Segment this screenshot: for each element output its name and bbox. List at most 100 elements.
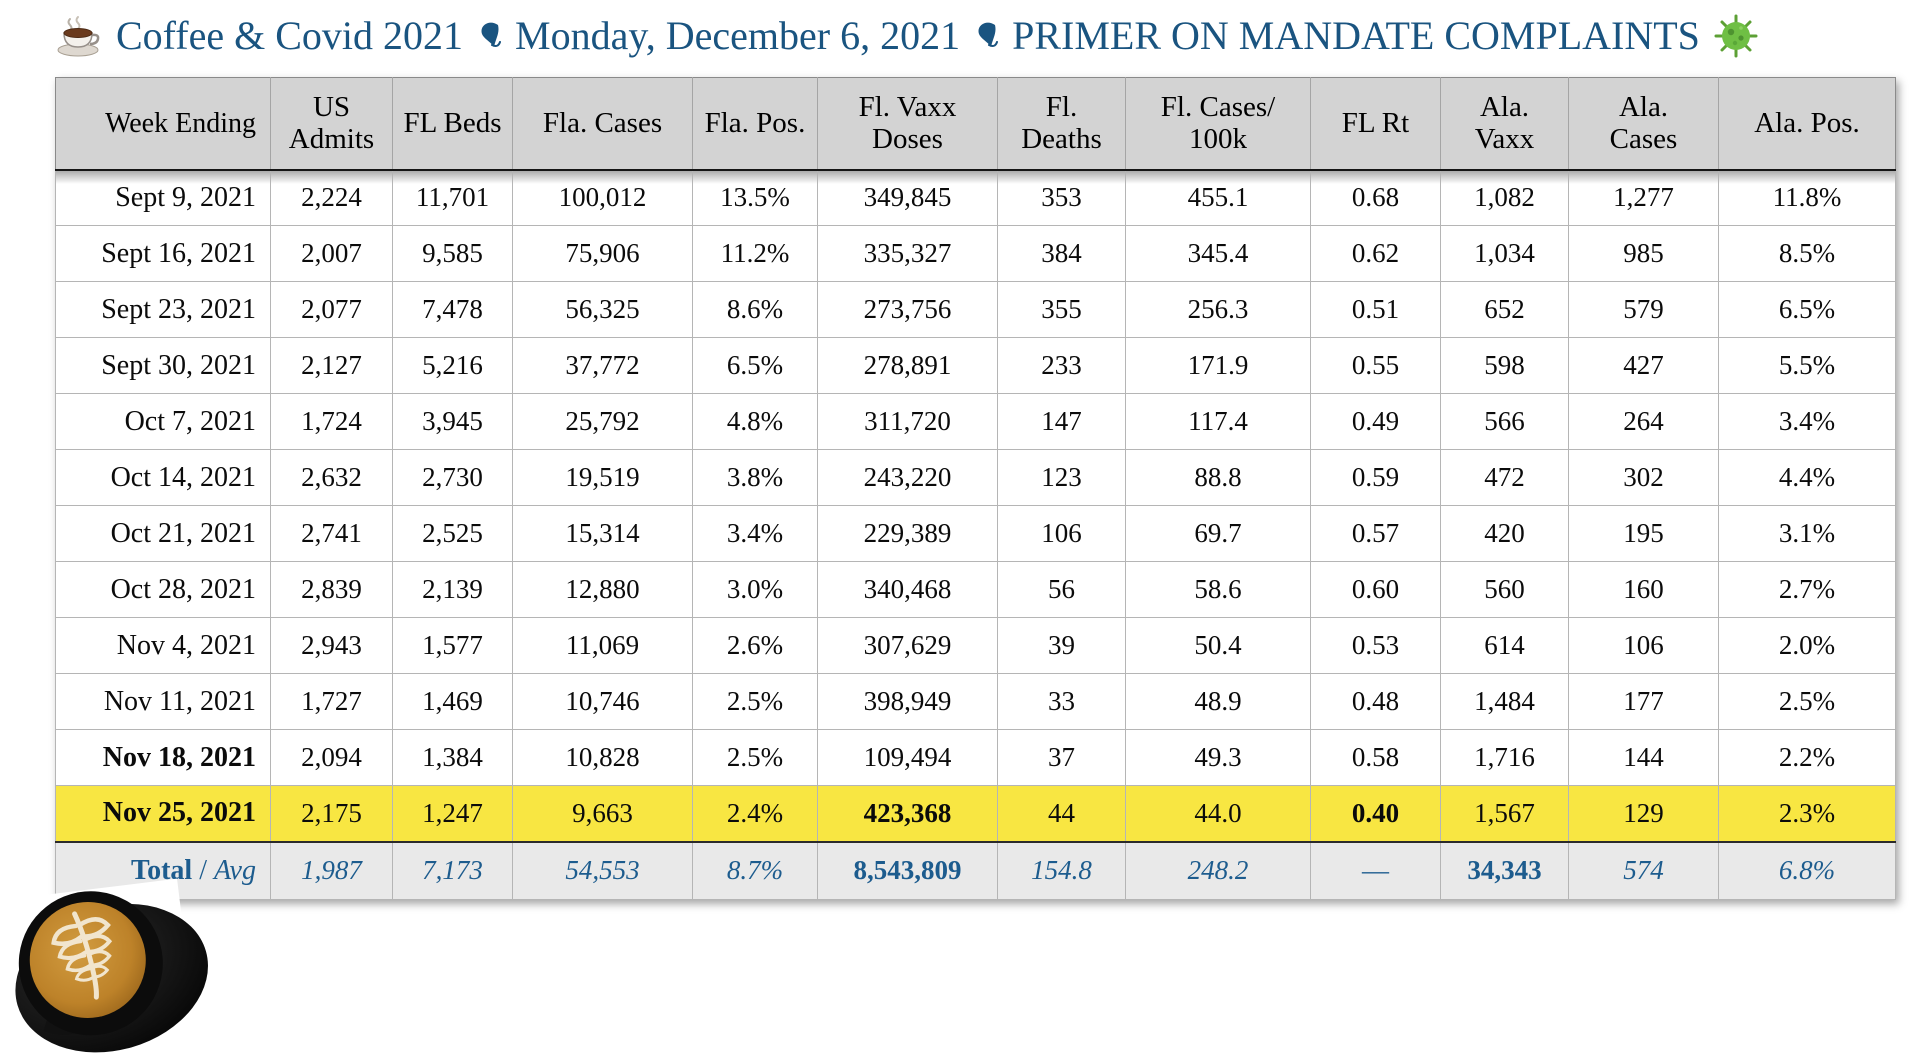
data-cell: 985 <box>1568 225 1719 282</box>
data-cell: 129 <box>1568 785 1719 842</box>
data-cell: 256.3 <box>1125 281 1311 338</box>
data-cell: 273,756 <box>817 281 998 338</box>
data-cell: 335,327 <box>817 225 998 282</box>
data-cell: 100,012 <box>512 169 693 226</box>
data-cell: 1,277 <box>1568 169 1719 226</box>
column-header: Fla. Pos. <box>692 77 818 171</box>
page-title: Coffee & Covid 2021 Monday, December 6, … <box>56 12 1920 59</box>
coffee-photo <box>0 874 224 1064</box>
column-header: FL Beds <box>392 77 513 171</box>
data-cell: 106 <box>997 505 1126 562</box>
data-cell: 6.5% <box>692 337 818 394</box>
data-cell: 9,585 <box>392 225 513 282</box>
total-cell: 7,173 <box>392 840 513 900</box>
data-cell: 2,175 <box>270 785 393 842</box>
total-cell: 1,987 <box>270 840 393 900</box>
data-cell: 1,716 <box>1440 729 1569 786</box>
data-cell: 560 <box>1440 561 1569 618</box>
data-cell: 11,701 <box>392 169 513 226</box>
data-cell: 2,077 <box>270 281 393 338</box>
data-cell: 33 <box>997 673 1126 730</box>
total-cell: 154.8 <box>997 840 1126 900</box>
data-cell: 4.4% <box>1718 449 1896 506</box>
table-row: Nov 4, 2021 2,943 1,577 11,069 2.6% 307,629 39… <box>55 617 1896 674</box>
total-cell: 8.7% <box>692 840 818 900</box>
coffee-cup-icon <box>57 15 100 56</box>
week-ending-cell: Nov 4, 2021 <box>55 617 271 674</box>
data-cell: 2.7% <box>1718 561 1896 618</box>
data-cell: 355 <box>997 281 1126 338</box>
week-ending-cell: Sept 30, 2021 <box>55 337 271 394</box>
table-row: Sept 30, 2021 2,127 5,216 37,772 6.5% 278,891… <box>55 337 1896 394</box>
data-cell: 147 <box>997 393 1126 450</box>
data-cell: 4.8% <box>692 393 818 450</box>
column-header: Fl. Cases/ 100k <box>1125 77 1311 171</box>
data-cell: 652 <box>1440 281 1569 338</box>
data-cell: 0.51 <box>1310 281 1441 338</box>
column-header: Week Ending <box>55 77 271 171</box>
data-cell: 2,127 <box>270 337 393 394</box>
column-header: Fl. Deaths <box>997 77 1126 171</box>
data-cell: 8.5% <box>1718 225 1896 282</box>
table-row: Nov 25, 2021 2,175 1,247 9,663 2.4% 423,368 44… <box>55 785 1896 842</box>
data-cell: 0.53 <box>1310 617 1441 674</box>
total-label-cell: Total / Avg <box>55 840 271 900</box>
leaf-separator-icon <box>978 22 999 47</box>
week-ending-cell: Nov 25, 2021 <box>55 785 271 842</box>
header-row: Week Ending US Admits FL Beds Fla. Cases Fla… <box>55 77 1896 171</box>
total-cell: 574 <box>1568 840 1719 900</box>
table-row: Oct 7, 2021 1,724 3,945 25,792 4.8% 311,720 14… <box>55 393 1896 450</box>
data-cell: 420 <box>1440 505 1569 562</box>
data-cell: 1,577 <box>392 617 513 674</box>
data-cell: 2,632 <box>270 449 393 506</box>
data-cell: 75,906 <box>512 225 693 282</box>
data-cell: 58.6 <box>1125 561 1311 618</box>
data-cell: 1,484 <box>1440 673 1569 730</box>
total-row: Total / Avg 1,987 7,173 54,553 8.7% 8,543,809… <box>55 840 1896 900</box>
data-cell: 0.55 <box>1310 337 1441 394</box>
data-cell: 0.60 <box>1310 561 1441 618</box>
data-cell: 9,663 <box>512 785 693 842</box>
data-cell: 0.57 <box>1310 505 1441 562</box>
data-cell: 1,082 <box>1440 169 1569 226</box>
week-ending-cell: Sept 16, 2021 <box>55 225 271 282</box>
data-cell: 2,525 <box>392 505 513 562</box>
data-cell: 106 <box>1568 617 1719 674</box>
data-cell: 0.49 <box>1310 393 1441 450</box>
data-cell: 160 <box>1568 561 1719 618</box>
data-cell: 44.0 <box>1125 785 1311 842</box>
data-cell: 340,468 <box>817 561 998 618</box>
data-cell: 1,034 <box>1440 225 1569 282</box>
data-cell: 2.0% <box>1718 617 1896 674</box>
table-row: Oct 21, 2021 2,741 2,525 15,314 3.4% 229,389 1… <box>55 505 1896 562</box>
data-cell: 39 <box>997 617 1126 674</box>
title-part-3: PRIMER ON MANDATE COMPLAINTS <box>1012 13 1700 58</box>
data-cell: 56,325 <box>512 281 693 338</box>
total-cell: — <box>1310 840 1441 900</box>
data-cell: 8.6% <box>692 281 818 338</box>
data-cell: 11,069 <box>512 617 693 674</box>
data-cell: 302 <box>1568 449 1719 506</box>
data-cell: 3.8% <box>692 449 818 506</box>
data-cell: 123 <box>997 449 1126 506</box>
virus-icon <box>1714 14 1758 57</box>
data-cell: 2.4% <box>692 785 818 842</box>
data-cell: 598 <box>1440 337 1569 394</box>
data-cell: 88.8 <box>1125 449 1311 506</box>
table-body: Sept 9, 2021 2,224 11,701 100,012 13.5% 349,8… <box>55 169 1896 900</box>
data-cell: 25,792 <box>512 393 693 450</box>
leaf-separator-icon <box>481 22 502 47</box>
data-cell: 3.4% <box>1718 393 1896 450</box>
data-cell: 10,828 <box>512 729 693 786</box>
data-cell: 349,845 <box>817 169 998 226</box>
data-cell: 423,368 <box>817 785 998 842</box>
table-row: Oct 14, 2021 2,632 2,730 19,519 3.8% 243,220 1… <box>55 449 1896 506</box>
data-cell: 1,727 <box>270 673 393 730</box>
table-row: Sept 16, 2021 2,007 9,585 75,906 11.2% 335,32… <box>55 225 1896 282</box>
title-part-2: Monday, December 6, 2021 <box>515 13 961 58</box>
data-cell: 455.1 <box>1125 169 1311 226</box>
column-header: US Admits <box>270 77 393 171</box>
data-cell: 171.9 <box>1125 337 1311 394</box>
week-ending-cell: Oct 21, 2021 <box>55 505 271 562</box>
data-cell: 56 <box>997 561 1126 618</box>
